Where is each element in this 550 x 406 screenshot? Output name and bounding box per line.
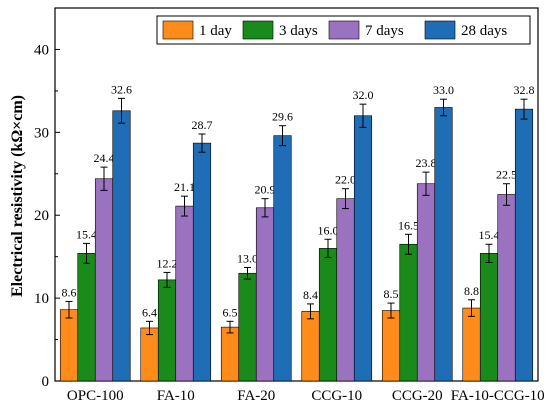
data-label: 15.4 [76,227,97,241]
x-tick-label: CCG-20 [392,388,443,404]
x-tick-label: FA-20 [237,388,275,404]
bar [238,272,257,382]
data-label: 21.1 [174,180,195,194]
legend-item: 28 days [424,20,507,40]
y-tick-label: 30 [34,125,49,141]
bar [273,135,292,382]
plot-area: 0 10 20 30 40 OPC-100 8.6 15.4 24.4 32.6 FA-10 6.4 1… [34,7,545,404]
plot-frame [54,7,539,382]
y-tick-label: 20 [34,208,49,224]
legend-label: 7 days [365,23,404,39]
legend: 1 day 3 days 7 days 28 days [156,15,531,45]
data-label: 33.0 [433,83,454,97]
data-label: 24.4 [94,151,115,165]
bar [462,307,481,382]
data-label: 8.5 [384,287,399,301]
data-label: 15.4 [479,228,500,242]
data-label: 32.8 [514,83,535,97]
data-label: 20.9 [255,183,276,197]
data-label: 16.5 [398,218,419,232]
bar [353,115,373,382]
data-label: 23.8 [416,156,437,170]
data-label: 12.2 [157,256,178,270]
legend-swatch [162,20,194,40]
bar [479,253,499,382]
data-label: 6.5 [223,305,238,319]
legend-item: 1 day [162,20,232,40]
bar [381,310,401,382]
bar [112,110,131,382]
data-label: 29.6 [272,110,293,124]
data-label: 22.0 [335,173,356,187]
bar [175,205,194,382]
y-tick-label: 0 [42,374,50,390]
bar [497,194,516,382]
data-label: 32.0 [353,88,374,102]
legend-item: 3 days [242,20,318,40]
data-label: 16.0 [318,223,339,237]
x-tick-label: FA-10-CCG-10 [451,388,545,404]
bar [434,107,453,382]
bar [399,243,418,382]
bar [318,248,338,382]
bar [514,108,534,382]
legend-label: 3 days [279,23,318,39]
bar [336,198,355,382]
legend-item: 7 days [328,20,404,40]
bar [77,253,96,382]
data-label: 8.4 [303,288,318,302]
legend-swatch [328,20,360,40]
data-label: 22.5 [496,168,517,182]
bar [255,207,275,382]
y-tick-label: 40 [34,42,49,58]
data-label: 6.4 [142,305,157,319]
data-label: 32.6 [111,82,132,96]
legend-swatch [424,20,456,40]
bar [192,142,212,382]
y-tick-label: 10 [34,291,49,307]
bar [157,279,177,382]
legend-swatch [242,20,274,40]
x-tick-label: OPC-100 [67,388,124,404]
x-tick-label: FA-10 [157,388,195,404]
data-label: 28.7 [192,118,213,132]
bar [301,311,320,382]
x-tick-label: CCG-10 [311,388,362,404]
bar [220,326,240,382]
data-label: 13.0 [237,251,258,265]
bar [416,183,436,382]
bar [59,309,79,382]
data-label: 8.8 [464,284,479,298]
y-axis-title: Electrical resistivity (kΩ×cm) [9,95,26,297]
legend-label: 28 days [461,23,507,39]
legend-label: 1 day [199,23,232,39]
bar [140,327,159,382]
bar [94,178,114,382]
data-label: 8.6 [62,285,77,299]
